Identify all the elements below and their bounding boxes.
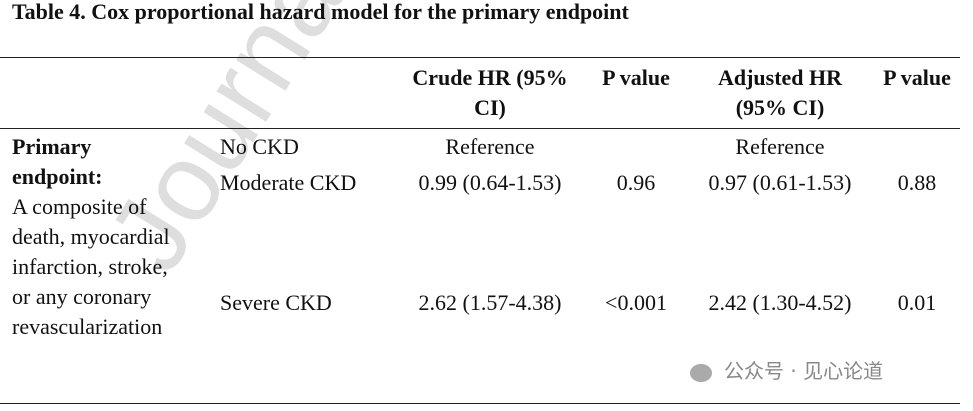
header-cell: P value <box>883 65 951 90</box>
group-description: A composite of death, myocardial infarct… <box>12 194 170 339</box>
row-label: Moderate CKD <box>220 170 357 195</box>
wechat-text: 公众号 · 见心论道 <box>724 359 884 383</box>
table-title: Table 4. Cox proportional hazard model f… <box>12 0 629 24</box>
table-cell: <0.001 <box>605 290 667 315</box>
table-cell: Reference <box>445 134 535 159</box>
table-cell: 0.97 (0.61-1.53) <box>708 170 852 195</box>
group-label: Primary endpoint: <box>12 134 103 189</box>
watermark: Journal P <box>84 0 435 292</box>
header-cell: Adjusted HR (95% CI) <box>717 65 843 120</box>
header-cell: P value <box>602 65 670 90</box>
row-label: No CKD <box>220 134 299 159</box>
table-cell: 0.88 <box>897 170 937 195</box>
table-cell: 0.96 <box>616 170 656 195</box>
bottom-rule <box>0 403 960 404</box>
wechat-icon <box>690 363 712 382</box>
table-cell: Reference <box>735 134 825 159</box>
table-cell: 0.01 <box>897 290 937 315</box>
table-cell: 2.62 (1.57-4.38) <box>418 290 562 315</box>
top-rule <box>0 57 960 58</box>
table-cell: 2.42 (1.30-4.52) <box>708 290 852 315</box>
header-rule <box>0 128 960 129</box>
row-label: Severe CKD <box>220 290 332 315</box>
table-cell: 0.99 (0.64-1.53) <box>418 170 562 195</box>
header-cell: Crude HR (95% CI) <box>412 65 568 120</box>
wechat-watermark: 公众号 · 见心论道 <box>690 356 883 386</box>
